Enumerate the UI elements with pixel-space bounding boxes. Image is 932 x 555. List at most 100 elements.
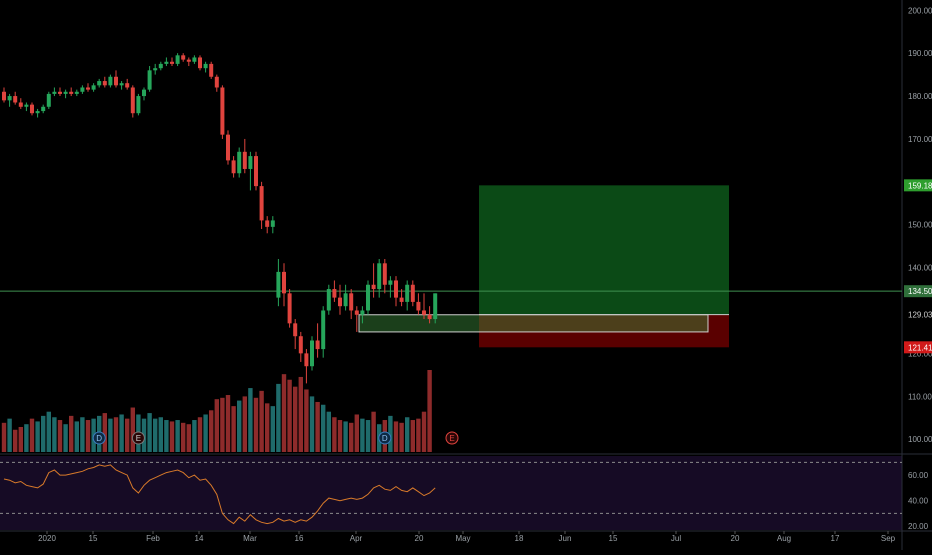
dividend-marker[interactable]: [92, 431, 106, 445]
candle-body: [153, 68, 158, 71]
candle-body: [416, 301, 421, 311]
volume-bar: [35, 421, 40, 452]
volume-bar: [169, 421, 175, 452]
price-axis-tick: 170.00: [908, 135, 932, 144]
volume-bar: [125, 418, 130, 452]
dividend-marker[interactable]: [378, 431, 392, 445]
volume-bar: [354, 414, 359, 452]
candle-body: [108, 76, 113, 86]
candle-body: [119, 83, 124, 86]
candle-body: [46, 93, 51, 107]
volume-bar: [203, 414, 208, 452]
candle-body: [97, 81, 102, 86]
volume-bar: [393, 421, 399, 452]
candle-body: [214, 76, 219, 88]
candle-body: [237, 151, 242, 174]
volume-bar: [214, 399, 219, 452]
candle-body: [13, 96, 18, 103]
candle-body: [125, 83, 130, 88]
volume-bar: [85, 420, 91, 452]
entry-price-label-box: [904, 308, 932, 321]
stop-loss-zone[interactable]: [479, 314, 729, 348]
profit-target-zone[interactable]: [479, 185, 729, 315]
candle-body: [270, 220, 275, 227]
volume-bar: [63, 424, 68, 452]
time-axis-label: 20: [415, 534, 424, 543]
volume-bar: [41, 415, 46, 452]
volume-bar: [332, 417, 337, 452]
candle-body: [170, 61, 174, 64]
candle-body: [175, 55, 180, 64]
candle-body: [192, 57, 197, 62]
volume-bar: [192, 420, 197, 452]
current-price-label: 134.50: [908, 287, 932, 296]
price-axis-tick: 190.00: [908, 49, 932, 58]
stop-price-label: 121.41: [908, 343, 932, 352]
candle-body: [2, 91, 6, 101]
volume-bar: [74, 421, 79, 452]
entry-zone-box[interactable]: [358, 314, 709, 333]
candle-body: [209, 63, 214, 77]
volume-bar: [259, 390, 264, 452]
candle-body: [24, 104, 29, 107]
candle-body: [388, 280, 393, 285]
time-axis-label: Feb: [146, 534, 160, 543]
earnings-marker[interactable]: [445, 431, 459, 445]
candle-body: [80, 87, 85, 92]
time-axis-label: 15: [609, 534, 618, 543]
candle-body: [203, 63, 208, 69]
earnings-marker[interactable]: [131, 431, 145, 445]
volume-bar: [360, 418, 365, 452]
volume-bar: [158, 417, 163, 452]
price-axis-tick: 180.00: [908, 92, 932, 101]
candle-body: [366, 284, 370, 311]
candle-body: [69, 91, 74, 94]
time-axis-label: 2020: [38, 534, 56, 543]
candle-body: [30, 104, 34, 114]
volume-bar: [405, 417, 410, 452]
volume-bar: [175, 420, 180, 452]
price-axis-tick: 150.00: [908, 221, 932, 230]
volume-bar: [298, 376, 303, 452]
volume-bar: [231, 406, 236, 452]
candle-body: [287, 293, 292, 324]
volume-bar: [388, 415, 393, 452]
time-axis-label: Mar: [243, 534, 257, 543]
stop-price-label-box: [904, 341, 932, 354]
volume-bar: [130, 407, 135, 452]
volume-bar: [102, 413, 107, 452]
volume-bar: [349, 422, 354, 452]
dividend-marker-label: D: [96, 434, 102, 443]
earnings-marker-label: E: [449, 434, 454, 443]
time-axis-label: Apr: [350, 534, 363, 543]
candle-body: [58, 91, 62, 94]
volume-bar: [343, 421, 348, 452]
rsi-axis-tick: 20.00: [908, 522, 929, 531]
volume-bar: [242, 396, 247, 452]
candle-body: [422, 310, 426, 315]
candle-body: [186, 59, 191, 62]
volume-bar: [52, 417, 57, 452]
time-axis-label: 15: [89, 534, 98, 543]
earnings-marker-label: E: [136, 434, 141, 443]
price-axis-tick: 200.00: [908, 6, 932, 15]
candle-body: [91, 85, 96, 90]
rsi-axis-tick: 60.00: [908, 471, 929, 480]
volume-bar: [147, 413, 152, 452]
volume-bar: [209, 410, 214, 452]
price-axis-tick: 120.00: [908, 349, 932, 358]
time-axis-label: 16: [295, 534, 304, 543]
candle-body: [248, 156, 253, 169]
volume-bar: [281, 374, 287, 452]
candle-body: [343, 293, 348, 307]
candle-body: [282, 271, 286, 294]
volume-bar: [220, 397, 225, 452]
volume-bar: [399, 422, 404, 452]
candle-body: [410, 284, 415, 302]
time-axis-label: 18: [515, 534, 524, 543]
volume-bar: [13, 429, 18, 452]
volume-bar: [181, 422, 186, 452]
candle-body: [304, 353, 309, 367]
